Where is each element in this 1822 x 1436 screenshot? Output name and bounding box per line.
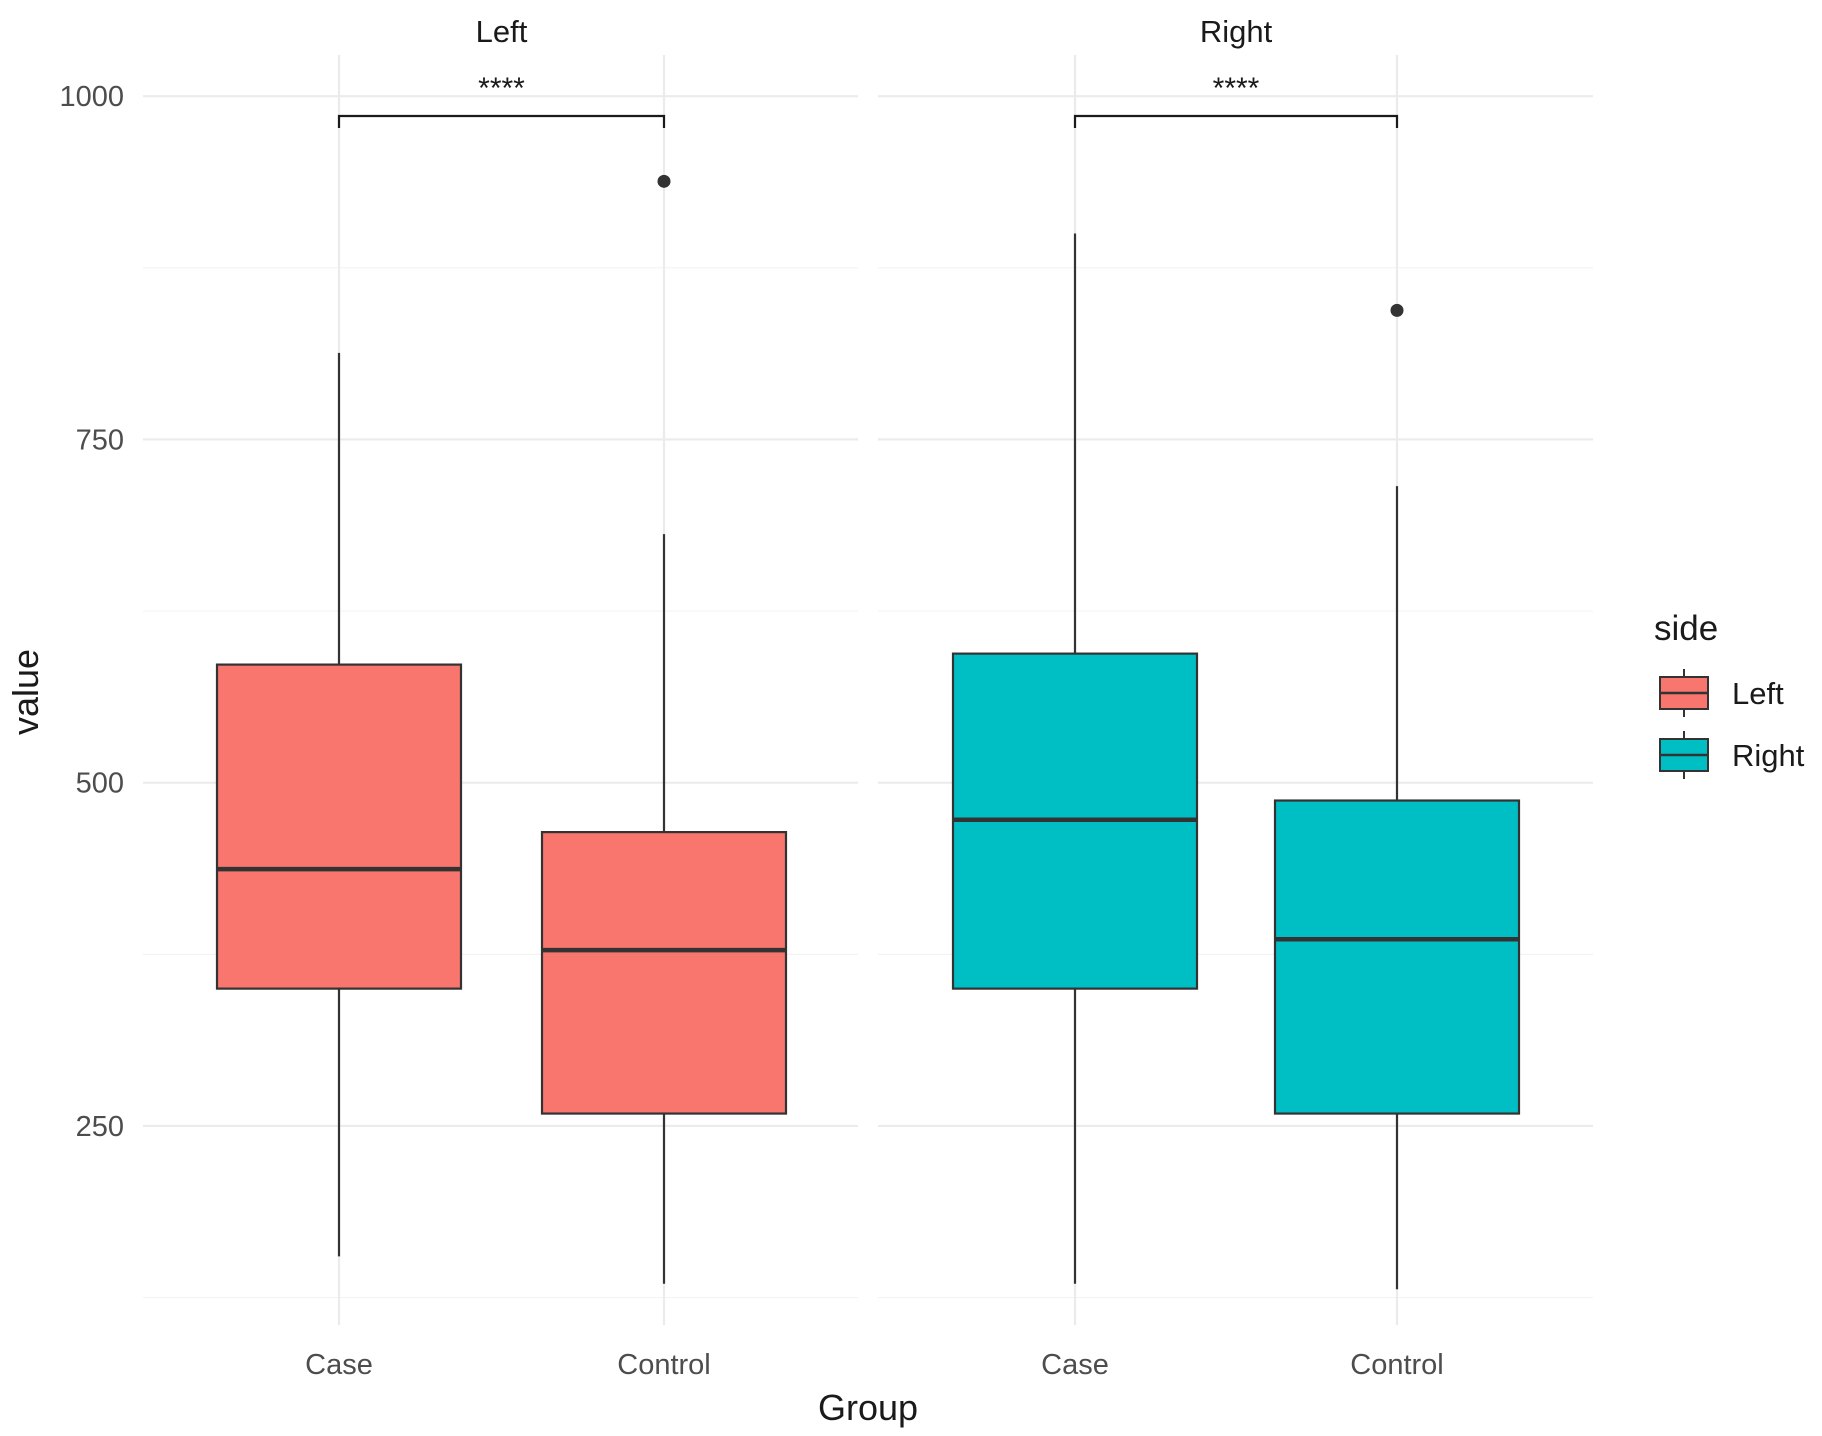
significance-layer: **** **** xyxy=(337,72,1399,128)
legend-items: Left Right xyxy=(1659,669,1805,779)
outlier-point xyxy=(657,174,671,188)
significance-label: **** xyxy=(1213,72,1260,105)
y-tick-label: 500 xyxy=(76,768,124,800)
significance-bracket xyxy=(1073,114,1399,128)
outlier-point xyxy=(1390,303,1404,317)
y-tick-label: 1000 xyxy=(59,81,124,113)
panel-labels: Left Right xyxy=(476,14,1273,49)
x-axis: Case Control Case Control xyxy=(305,1349,1444,1381)
facet-label: Left xyxy=(476,14,528,49)
facet-label: Right xyxy=(1200,14,1273,49)
x-tick-label: Control xyxy=(617,1349,711,1381)
x-tick-label: Control xyxy=(1350,1349,1444,1381)
legend-label: Right xyxy=(1732,738,1805,773)
y-tick-label: 250 xyxy=(76,1111,124,1143)
legend: side Left Right xyxy=(1654,609,1805,779)
x-axis-title: Group xyxy=(818,1387,918,1428)
box xyxy=(215,663,463,990)
significance-label: **** xyxy=(478,72,525,105)
legend-label: Left xyxy=(1732,676,1784,711)
x-tick-label: Case xyxy=(305,1349,373,1381)
y-tick-label: 750 xyxy=(76,424,124,456)
x-tick-label: Case xyxy=(1041,1349,1109,1381)
box-layer xyxy=(215,174,1521,1290)
y-axis: 250 500 750 1000 xyxy=(59,81,124,1143)
box xyxy=(540,831,788,1115)
y-axis-title: value xyxy=(5,649,46,735)
box xyxy=(1273,799,1521,1115)
significance-bracket xyxy=(337,114,666,128)
legend-title: side xyxy=(1654,609,1718,648)
